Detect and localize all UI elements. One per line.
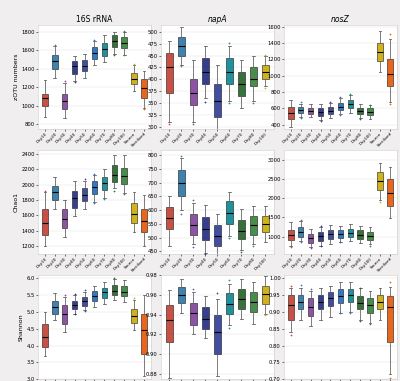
PathPatch shape — [190, 303, 197, 325]
PathPatch shape — [262, 65, 269, 79]
PathPatch shape — [226, 293, 233, 314]
PathPatch shape — [62, 209, 68, 228]
PathPatch shape — [122, 37, 127, 48]
PathPatch shape — [308, 108, 313, 114]
PathPatch shape — [250, 216, 257, 235]
PathPatch shape — [112, 35, 117, 48]
PathPatch shape — [348, 100, 353, 109]
PathPatch shape — [250, 67, 257, 86]
PathPatch shape — [202, 307, 209, 328]
PathPatch shape — [308, 234, 313, 243]
PathPatch shape — [141, 209, 147, 232]
PathPatch shape — [62, 305, 68, 324]
PathPatch shape — [358, 296, 363, 309]
PathPatch shape — [262, 286, 269, 304]
PathPatch shape — [131, 74, 137, 85]
PathPatch shape — [122, 287, 127, 296]
Y-axis label: Shannon: Shannon — [19, 313, 24, 341]
PathPatch shape — [178, 37, 185, 56]
PathPatch shape — [298, 107, 304, 114]
PathPatch shape — [338, 103, 343, 110]
PathPatch shape — [226, 200, 233, 224]
PathPatch shape — [141, 314, 147, 354]
PathPatch shape — [318, 232, 323, 241]
PathPatch shape — [318, 108, 323, 116]
PathPatch shape — [102, 43, 107, 56]
PathPatch shape — [214, 315, 221, 354]
PathPatch shape — [141, 79, 147, 98]
PathPatch shape — [288, 230, 294, 240]
PathPatch shape — [112, 285, 117, 295]
PathPatch shape — [178, 287, 185, 303]
PathPatch shape — [262, 216, 269, 232]
PathPatch shape — [42, 94, 48, 106]
PathPatch shape — [131, 203, 137, 223]
PathPatch shape — [42, 209, 48, 235]
PathPatch shape — [166, 53, 173, 93]
PathPatch shape — [367, 109, 373, 115]
PathPatch shape — [348, 289, 353, 302]
PathPatch shape — [178, 170, 185, 197]
PathPatch shape — [166, 207, 173, 229]
PathPatch shape — [166, 305, 173, 343]
PathPatch shape — [202, 217, 209, 240]
PathPatch shape — [92, 181, 97, 194]
PathPatch shape — [328, 107, 333, 114]
PathPatch shape — [190, 214, 197, 235]
PathPatch shape — [288, 107, 294, 119]
PathPatch shape — [122, 168, 127, 184]
PathPatch shape — [72, 61, 77, 74]
PathPatch shape — [367, 232, 373, 240]
PathPatch shape — [308, 298, 313, 316]
PathPatch shape — [82, 188, 87, 201]
PathPatch shape — [131, 309, 137, 323]
PathPatch shape — [190, 79, 197, 105]
Title: 16S rRNA: 16S rRNA — [76, 15, 113, 24]
PathPatch shape — [72, 191, 77, 208]
PathPatch shape — [82, 61, 87, 70]
PathPatch shape — [92, 291, 97, 301]
Title: napA: napA — [208, 15, 227, 24]
PathPatch shape — [52, 301, 58, 314]
PathPatch shape — [238, 289, 245, 309]
PathPatch shape — [52, 55, 58, 69]
PathPatch shape — [377, 172, 383, 190]
PathPatch shape — [112, 165, 117, 182]
PathPatch shape — [377, 295, 383, 309]
PathPatch shape — [102, 177, 107, 190]
Y-axis label: zOTU numbers: zOTU numbers — [14, 54, 18, 100]
PathPatch shape — [358, 231, 363, 239]
PathPatch shape — [250, 292, 257, 312]
PathPatch shape — [387, 296, 392, 342]
PathPatch shape — [52, 186, 58, 200]
PathPatch shape — [358, 108, 363, 114]
PathPatch shape — [328, 230, 333, 239]
PathPatch shape — [214, 225, 221, 246]
PathPatch shape — [82, 297, 87, 306]
PathPatch shape — [387, 179, 392, 206]
PathPatch shape — [338, 230, 343, 238]
PathPatch shape — [298, 227, 304, 237]
PathPatch shape — [202, 58, 209, 84]
PathPatch shape — [102, 288, 107, 298]
PathPatch shape — [72, 301, 77, 309]
PathPatch shape — [377, 43, 383, 61]
PathPatch shape — [238, 220, 245, 239]
PathPatch shape — [92, 48, 97, 59]
PathPatch shape — [338, 289, 343, 303]
PathPatch shape — [238, 72, 245, 96]
PathPatch shape — [328, 293, 333, 306]
PathPatch shape — [288, 295, 294, 320]
PathPatch shape — [298, 295, 304, 309]
PathPatch shape — [62, 94, 68, 109]
Y-axis label: Chao1: Chao1 — [14, 192, 18, 212]
PathPatch shape — [226, 58, 233, 84]
PathPatch shape — [348, 229, 353, 237]
Title: nosZ: nosZ — [331, 15, 350, 24]
PathPatch shape — [42, 324, 48, 347]
PathPatch shape — [387, 59, 392, 86]
PathPatch shape — [367, 298, 373, 312]
PathPatch shape — [318, 295, 323, 309]
PathPatch shape — [214, 84, 221, 117]
